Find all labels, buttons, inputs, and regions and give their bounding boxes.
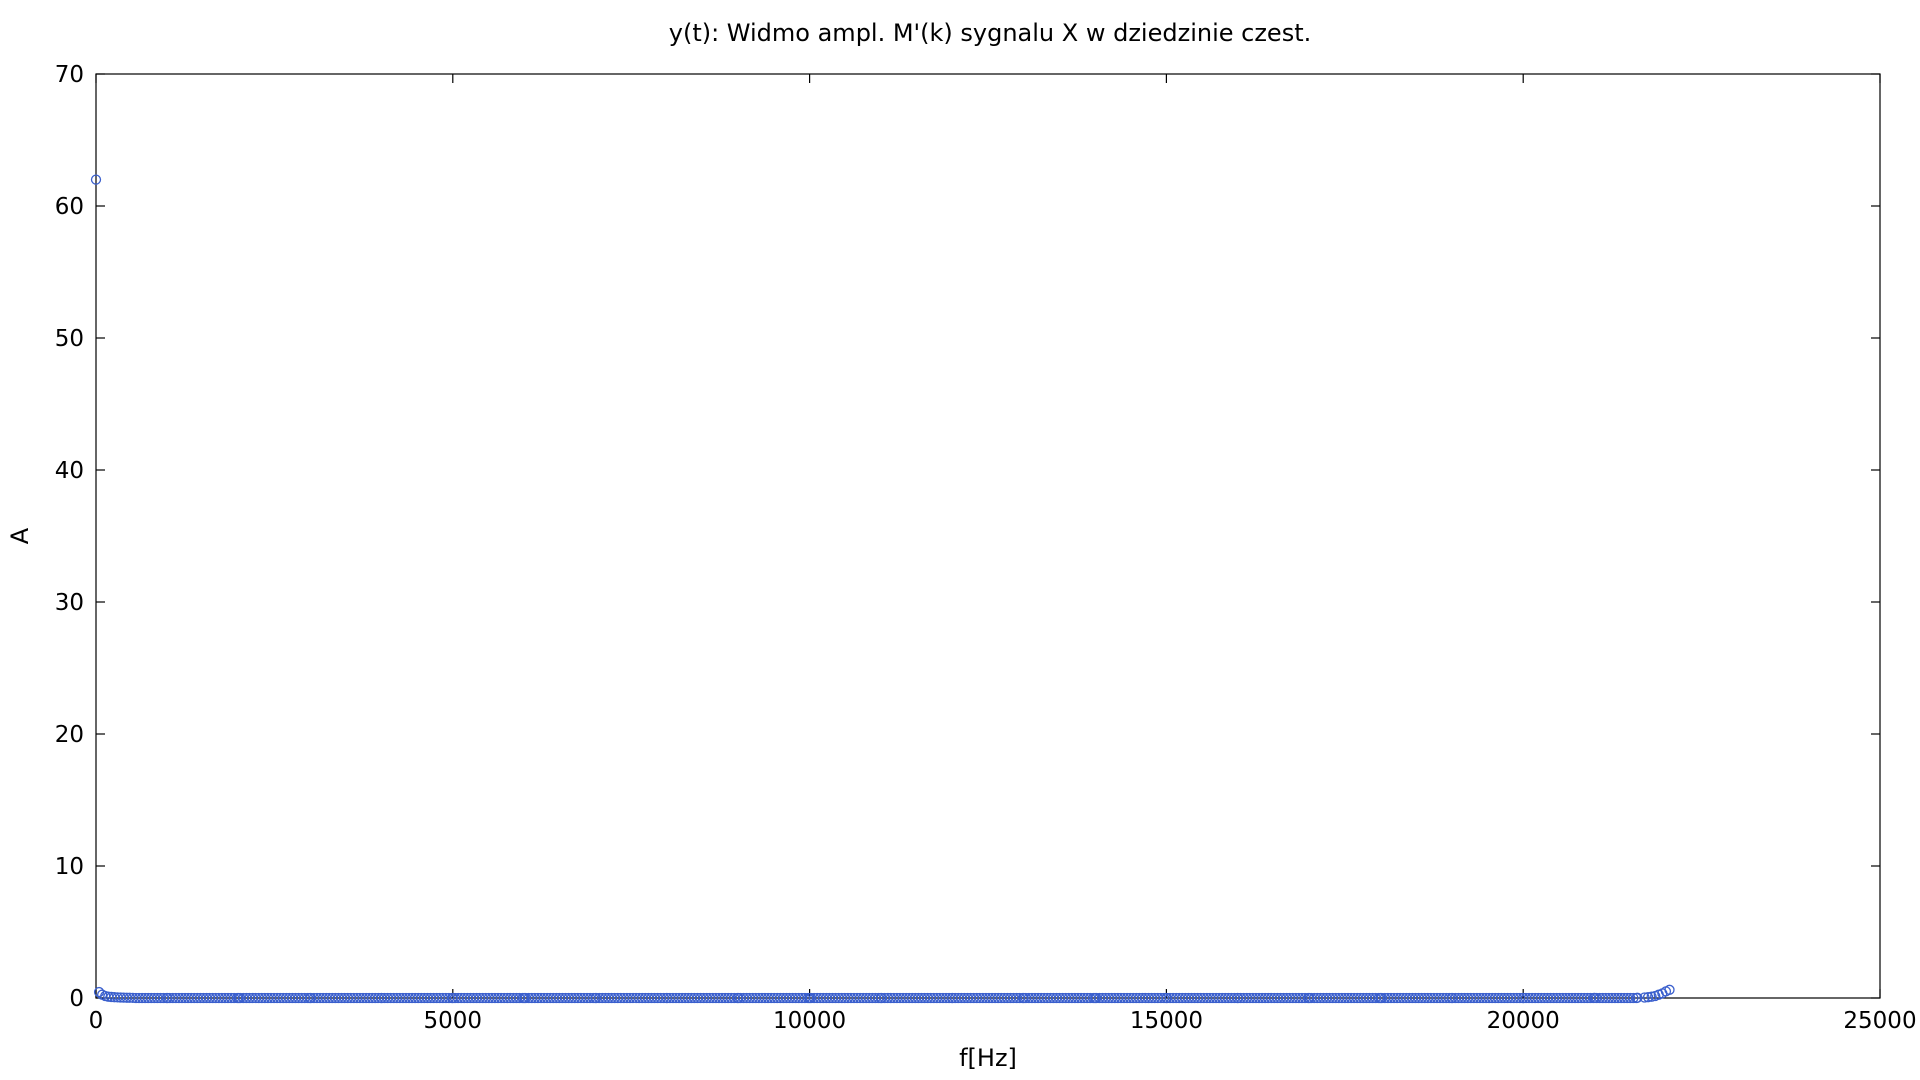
y-tick-label: 10 <box>55 854 84 880</box>
axis-ticks: 0 5000 10000 15000 20000 25000 0 10 20 30 40 50 60 70 <box>55 62 1917 1034</box>
data-point <box>1664 984 1675 995</box>
chart-title: y(t): Widmo ampl. M'(k) sygnalu X w dzie… <box>669 19 1312 47</box>
y-tick-label: 30 <box>55 590 84 616</box>
y-tick-label: 60 <box>55 194 84 220</box>
data-points <box>90 174 1675 1004</box>
x-tick-label: 20000 <box>1487 1008 1560 1034</box>
y-tick-label: 50 <box>55 326 84 352</box>
dense-baseline-points <box>130 992 1642 1004</box>
x-axis-label: f[Hz] <box>959 1044 1017 1072</box>
data-point <box>1646 991 1657 1002</box>
y-axis-label: A <box>6 527 34 544</box>
y-tick-label: 20 <box>55 722 84 748</box>
x-tick-label: 25000 <box>1843 1008 1916 1034</box>
data-point <box>90 174 102 185</box>
y-tick-label: 40 <box>55 458 84 484</box>
y-tick-label: 70 <box>55 62 84 88</box>
x-tick-label: 0 <box>89 1008 104 1034</box>
x-tick-label: 15000 <box>1130 1008 1203 1034</box>
x-tick-label: 10000 <box>773 1008 846 1034</box>
data-point <box>1639 992 1650 1003</box>
baseline-point <box>1625 992 1636 1004</box>
baseline-point <box>1628 992 1639 1004</box>
x-tick-label: 5000 <box>424 1008 483 1034</box>
data-point <box>1642 992 1654 1003</box>
baseline-point <box>1631 992 1642 1004</box>
y-tick-label: 0 <box>69 986 84 1012</box>
